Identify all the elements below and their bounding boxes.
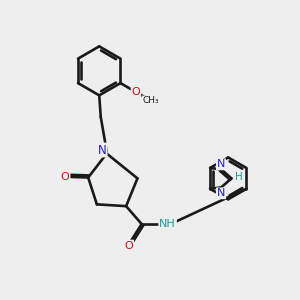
Text: O: O	[132, 87, 140, 97]
Text: H: H	[235, 172, 243, 182]
Text: O: O	[61, 172, 70, 182]
Text: N: N	[98, 143, 106, 157]
Text: N: N	[217, 188, 225, 198]
Text: CH₃: CH₃	[142, 96, 159, 105]
Text: O: O	[124, 241, 133, 250]
Text: N: N	[217, 159, 225, 169]
Text: NH: NH	[159, 219, 176, 229]
